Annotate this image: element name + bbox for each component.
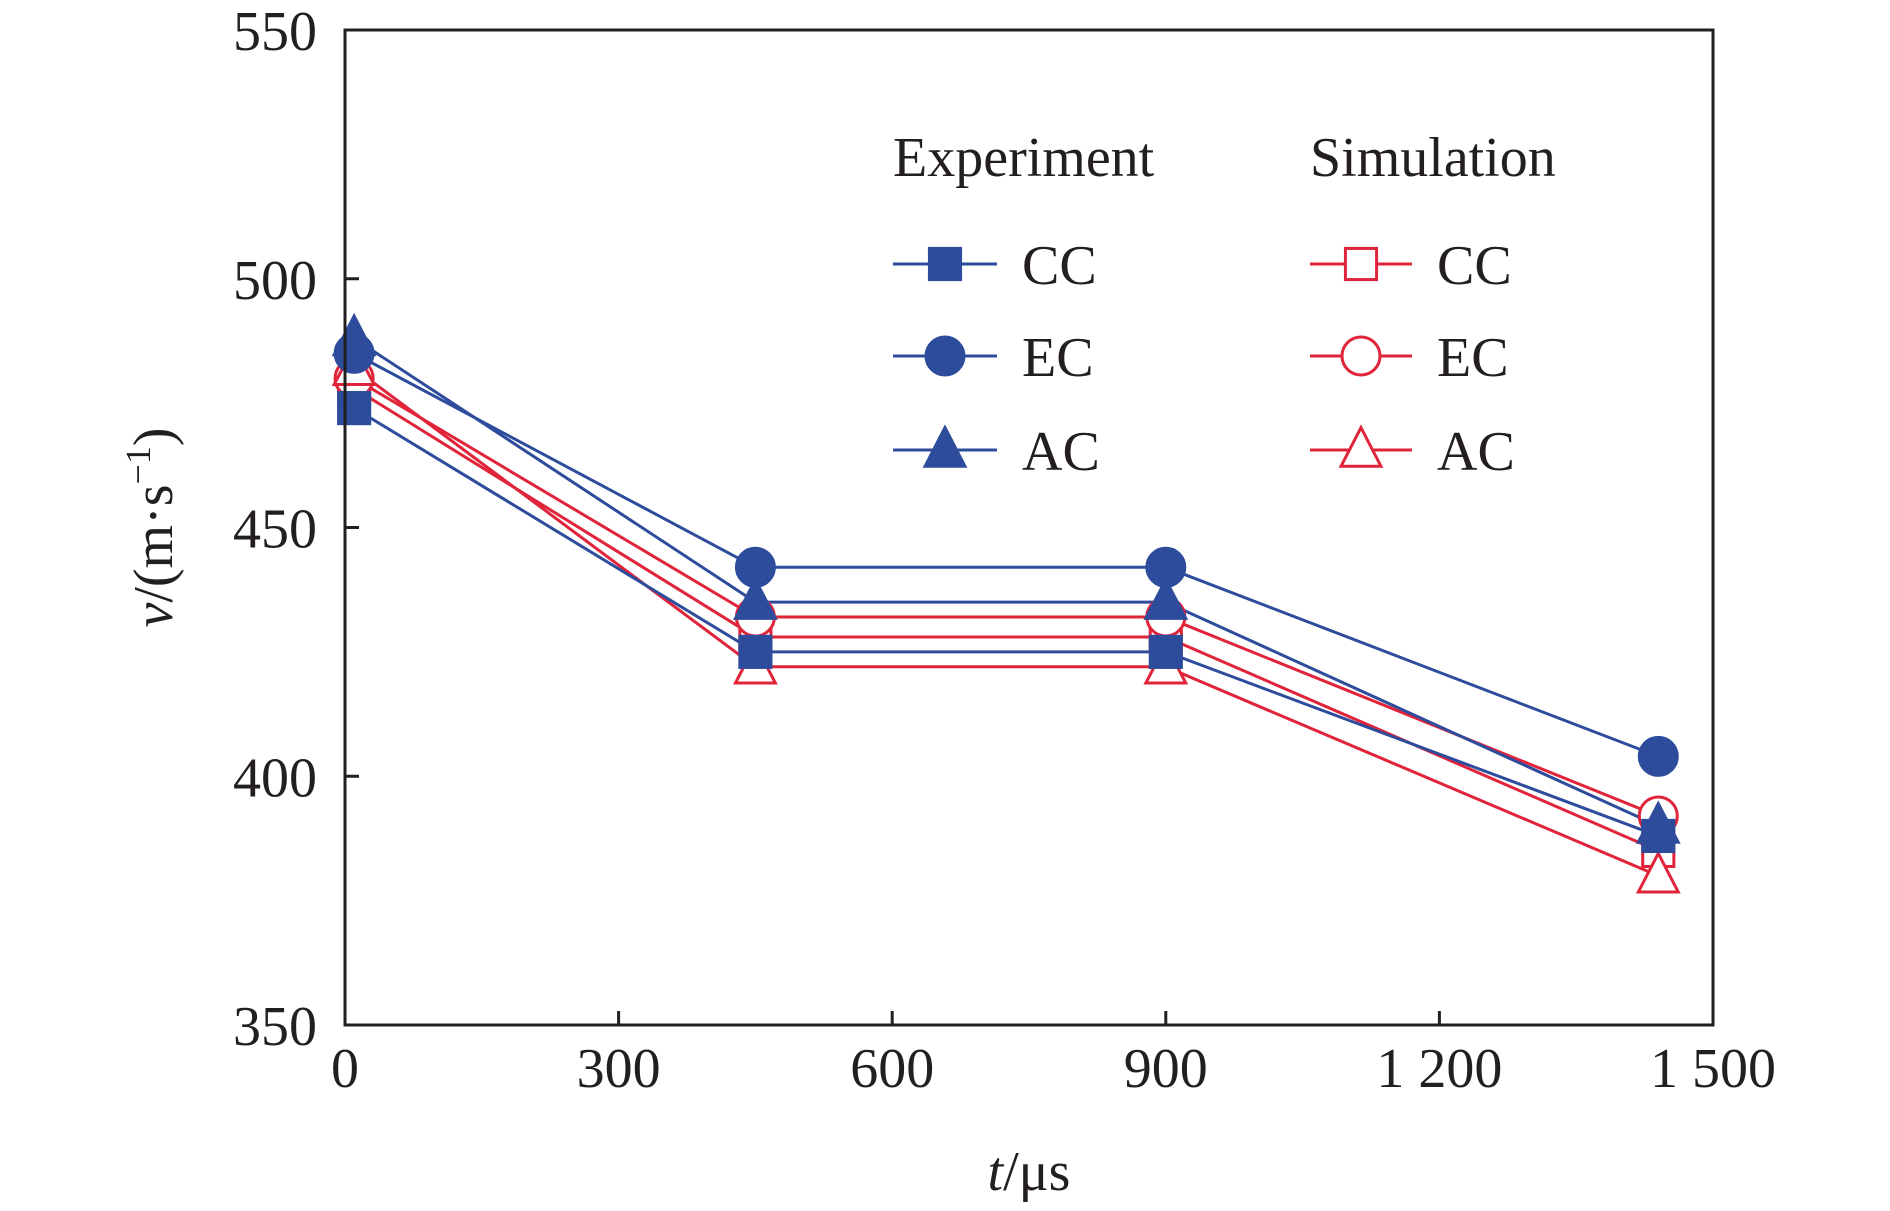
tick-labels: 0 300 600 900 1 200 1 500 350 400 450 500 550: [233, 1, 1776, 1100]
legend-title-experiment: Experiment: [893, 127, 1155, 189]
legend-label: CC: [1022, 235, 1097, 297]
x-tick-label: 300: [577, 1038, 661, 1100]
series-markers: [331, 312, 1681, 894]
y-tick-label: 550: [233, 1, 317, 63]
x-tick-label: 1 500: [1650, 1038, 1776, 1100]
legend-marker: [1340, 335, 1382, 377]
x-tick-label: 0: [331, 1038, 359, 1100]
data-point-experiment-ac: [1635, 800, 1681, 844]
data-point-experiment-ac: [331, 312, 377, 357]
legend-marker: [1343, 246, 1379, 282]
data-point-experiment-ac: [1143, 576, 1189, 620]
legend-label: EC: [1022, 327, 1094, 389]
x-tick-label: 900: [1124, 1038, 1208, 1100]
x-axis-label: t/μs: [988, 1141, 1071, 1203]
series-line-experiment-ac: [353, 337, 1659, 828]
x-tick-label: 600: [850, 1038, 934, 1100]
legend-label: AC: [1022, 421, 1100, 483]
series-line-experiment-cc: [353, 406, 1659, 838]
y-axis-label: v/(m·s−1): [118, 427, 185, 627]
x-tick-label: 1 200: [1376, 1038, 1502, 1100]
series-lines: [353, 337, 1659, 878]
legend-label: EC: [1437, 327, 1509, 389]
y-tick-label: 400: [233, 747, 317, 809]
axis-ticks: [343, 28, 1715, 1027]
series-line-simulation-ec: [353, 376, 1659, 818]
y-tick-label: 500: [233, 250, 317, 312]
legend: Experiment Simulation CC EC AC CC EC AC: [893, 127, 1556, 483]
data-point-experiment-cc: [337, 391, 372, 426]
series-line-simulation-ac: [353, 367, 1659, 878]
legend-label: CC: [1437, 235, 1512, 297]
y-axis-label-symbol: v: [123, 603, 185, 628]
data-point-experiment-ac: [732, 576, 778, 620]
data-point-simulation-ac: [1635, 850, 1681, 894]
y-tick-label: 350: [233, 996, 317, 1058]
data-point-experiment-ec: [1637, 735, 1679, 777]
y-axis-label-close: ): [123, 427, 185, 446]
legend-label: AC: [1437, 421, 1515, 483]
y-axis-label-unit: /(m·s: [123, 484, 185, 602]
legend-marker: [922, 424, 968, 468]
legend-marker: [927, 246, 963, 282]
x-axis-label-symbol: t: [988, 1141, 1005, 1203]
y-tick-label: 450: [233, 499, 317, 561]
legend-marker: [1338, 424, 1384, 468]
legend-marker: [924, 335, 966, 377]
data-point-experiment-cc: [1148, 634, 1183, 669]
data-point-experiment-cc: [738, 634, 773, 669]
series-line-experiment-ec: [353, 352, 1659, 758]
legend-title-simulation: Simulation: [1310, 127, 1556, 189]
y-axis-label-exponent: −1: [118, 446, 158, 484]
x-axis-label-unit: /μs: [1003, 1141, 1070, 1203]
